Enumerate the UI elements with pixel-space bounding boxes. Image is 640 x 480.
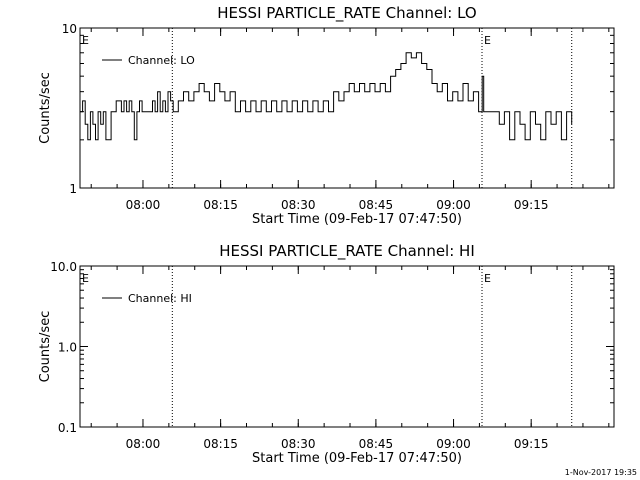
chart-title: HESSI PARTICLE_RATE Channel: HI xyxy=(219,242,475,261)
event-marker: E xyxy=(82,34,89,47)
event-marker: E xyxy=(484,34,491,47)
y-tick-label: 10 xyxy=(62,22,77,36)
x-tick-label: 09:15 xyxy=(514,437,549,451)
footer-timestamp: 1-Nov-2017 19:35 xyxy=(565,468,637,477)
y-tick-label: 1 xyxy=(69,182,77,196)
x-axis-label: Start Time (09-Feb-17 07:47:50) xyxy=(252,212,462,227)
y-tick-label: 10.0 xyxy=(50,260,77,274)
chart-panel-hi: HESSI PARTICLE_RATE Channel: HI 08:00 08:1… xyxy=(38,242,615,466)
legend-label: Channel: HI xyxy=(128,292,192,305)
plot-frame xyxy=(79,265,615,428)
chart-title: HESSI PARTICLE_RATE Channel: LO xyxy=(217,4,476,23)
event-marker: E xyxy=(484,272,491,285)
x-tick-label: 08:15 xyxy=(203,198,238,212)
plot-frame xyxy=(79,27,615,189)
series-line xyxy=(80,52,573,141)
y-axis-label: Counts/sec xyxy=(38,311,53,383)
x-tick-label: 09:00 xyxy=(436,437,471,451)
y-tick-label: 0.1 xyxy=(58,421,77,435)
x-tick-label: 08:30 xyxy=(281,198,316,212)
legend-label: Channel: LO xyxy=(128,54,195,67)
x-tick-label: 08:00 xyxy=(126,437,161,451)
y-tick-label: 1.0 xyxy=(58,341,77,355)
y-axis-label: Counts/sec xyxy=(38,72,53,144)
x-tick-label: 08:45 xyxy=(359,437,394,451)
x-tick-label: 09:15 xyxy=(514,198,549,212)
x-tick-label: 08:15 xyxy=(203,437,238,451)
x-axis-label: Start Time (09-Feb-17 07:47:50) xyxy=(252,451,462,466)
x-tick-label: 09:00 xyxy=(436,198,471,212)
x-tick-label: 08:45 xyxy=(359,198,394,212)
x-tick-label: 08:00 xyxy=(126,198,161,212)
chart-panel-lo: HESSI PARTICLE_RATE Channel: LO 08:00 08:1… xyxy=(38,4,615,227)
event-marker: E xyxy=(82,272,89,285)
x-tick-label: 08:30 xyxy=(281,437,316,451)
